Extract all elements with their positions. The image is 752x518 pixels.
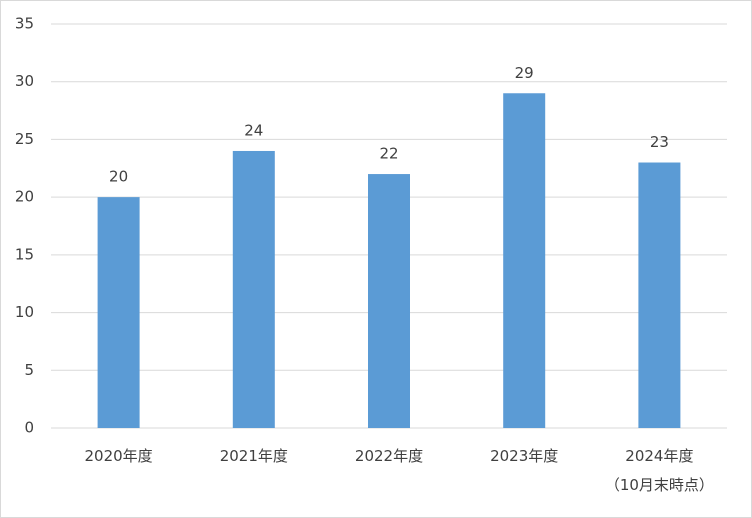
y-tick-label: 20 — [15, 188, 34, 206]
bar — [638, 162, 681, 428]
y-tick-label: 25 — [15, 130, 34, 148]
bar — [503, 93, 546, 428]
x-tick-label: 2024年度 （10月末時点） — [604, 447, 714, 494]
data-label: 29 — [515, 64, 534, 82]
data-label: 23 — [650, 133, 669, 151]
x-tick-label: 2023年度 — [490, 447, 559, 465]
bar — [232, 150, 275, 428]
y-tick-label: 35 — [15, 15, 34, 33]
y-tick-label: 30 — [15, 72, 34, 90]
y-tick-label: 5 — [24, 361, 34, 379]
bar — [97, 197, 140, 428]
y-tick-label: 0 — [24, 419, 34, 437]
x-tick-label: 2022年度 — [354, 447, 424, 465]
y-tick-label: 15 — [15, 245, 34, 263]
data-label: 24 — [244, 121, 263, 139]
data-label: 22 — [379, 145, 398, 163]
data-label: 20 — [109, 168, 128, 186]
x-tick-label: 2020年度 — [84, 447, 153, 465]
x-tick-label: 2021年度 — [219, 447, 288, 465]
bar — [368, 174, 410, 428]
y-tick-label: 10 — [15, 303, 34, 321]
